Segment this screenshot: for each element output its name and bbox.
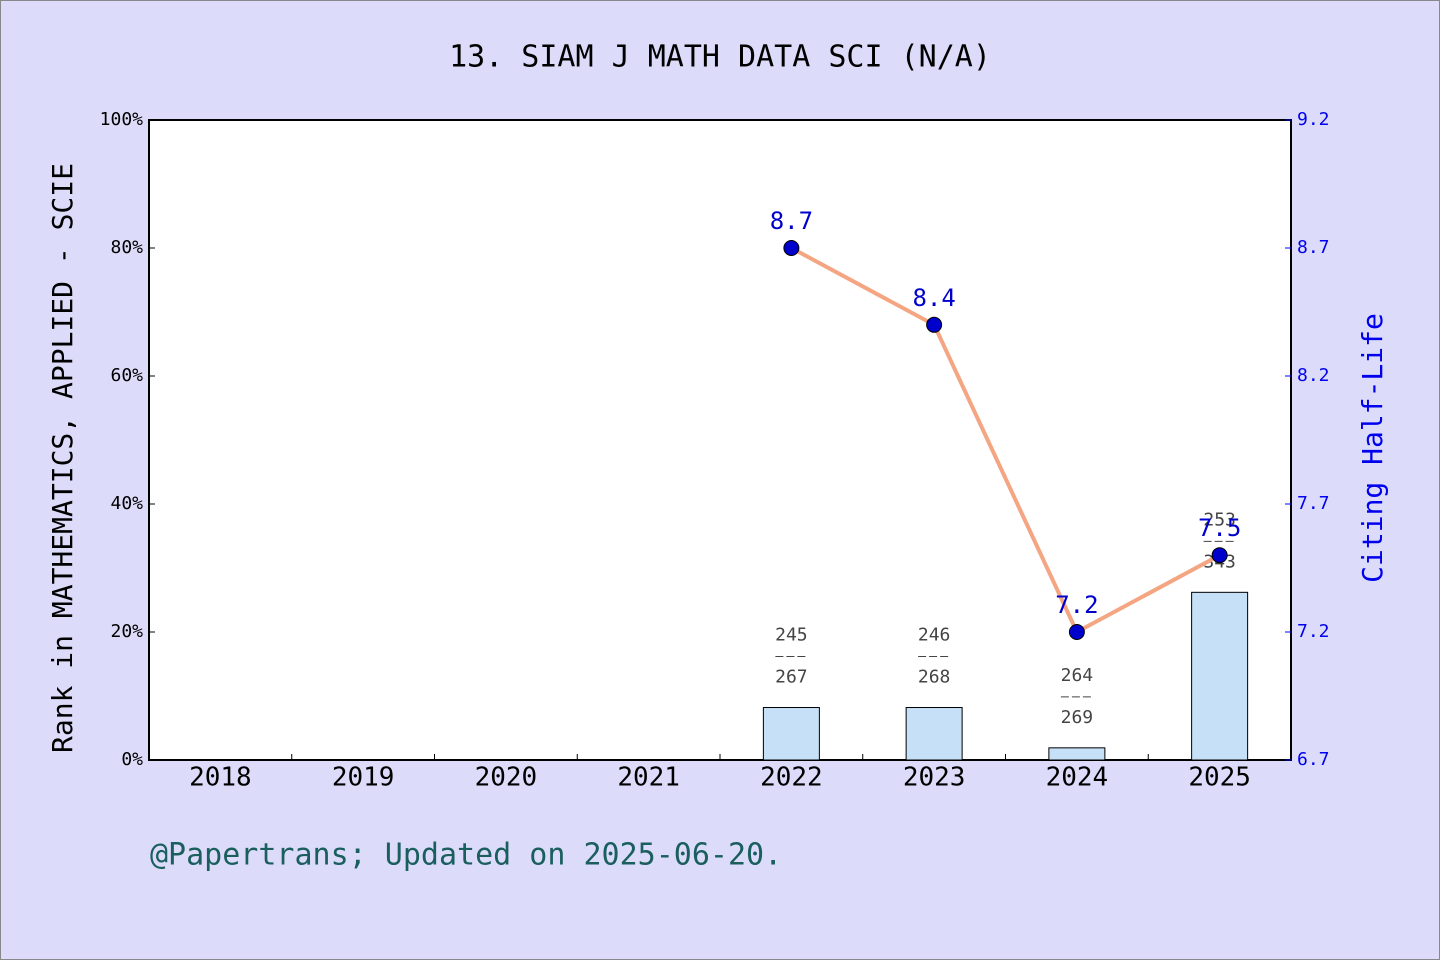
x-tick-label: 2025 (1188, 763, 1251, 793)
line-marker (783, 240, 800, 256)
data-label: 8.7 (770, 207, 813, 235)
y2-axis-label: Citing Half-Life (1356, 313, 1389, 583)
y-tick-label: 100% (100, 109, 144, 130)
bar (762, 707, 820, 761)
line-marker (926, 316, 943, 333)
y2-tick-label: 7.7 (1297, 493, 1330, 514)
bar (905, 707, 963, 761)
x-tick-label: 2022 (760, 763, 823, 793)
bar (1191, 591, 1249, 761)
total-label: 267 (775, 667, 808, 688)
x-tick-label: 2019 (332, 763, 395, 793)
line (790, 246, 1221, 635)
data-label: 7.2 (1055, 591, 1098, 619)
y-tick-label: 40% (110, 493, 143, 514)
plot-area (148, 119, 1292, 761)
y2-tick-label: 7.2 (1297, 621, 1330, 642)
y-tick-label: 60% (110, 365, 143, 386)
x-tick-label: 2020 (475, 763, 538, 793)
x-tick-label: 2018 (189, 763, 252, 793)
data-label: 8.4 (912, 284, 955, 312)
line-marker (1211, 547, 1228, 564)
rank-label: 245 (775, 625, 808, 646)
total-label: 269 (1061, 707, 1094, 728)
y2-tick-label: 6.7 (1297, 749, 1330, 770)
rank-label: 246 (918, 625, 951, 646)
y2-tick-label: 9.2 (1297, 109, 1330, 130)
y2-tick-label: 8.2 (1297, 365, 1330, 386)
footer-note: @Papertrans; Updated on 2025-06-20. (150, 838, 782, 873)
y-tick-label: 80% (110, 237, 143, 258)
x-tick-label: 2021 (617, 763, 680, 793)
data-label: 7.5 (1198, 514, 1241, 542)
x-tick-label: 2023 (903, 763, 966, 793)
chart-title: 13. SIAM J MATH DATA SCI (N/A) (449, 40, 991, 75)
line-marker (1068, 624, 1085, 640)
bar (1048, 747, 1106, 761)
total-label: 268 (918, 667, 951, 688)
y-tick-label: 0% (121, 749, 143, 770)
rank-label: 253 (1203, 509, 1236, 530)
x-tick-label: 2024 (1046, 763, 1109, 793)
y2-tick-label: 8.7 (1297, 237, 1330, 258)
rank-label: 264 (1061, 665, 1094, 686)
y-axis-label: Rank in MATHEMATICS, APPLIED - SCIE (46, 163, 79, 753)
y-tick-label: 20% (110, 621, 143, 642)
